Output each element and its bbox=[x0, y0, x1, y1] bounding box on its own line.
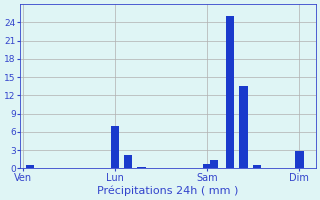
Bar bbox=[111, 126, 119, 168]
Bar bbox=[210, 160, 218, 168]
Bar bbox=[252, 165, 261, 168]
Bar bbox=[295, 151, 303, 168]
Bar bbox=[239, 86, 248, 168]
Bar bbox=[203, 164, 212, 168]
Bar bbox=[137, 167, 146, 168]
Bar bbox=[226, 16, 235, 168]
X-axis label: Précipitations 24h ( mm ): Précipitations 24h ( mm ) bbox=[97, 185, 238, 196]
Bar bbox=[26, 165, 34, 168]
Bar bbox=[124, 155, 132, 168]
